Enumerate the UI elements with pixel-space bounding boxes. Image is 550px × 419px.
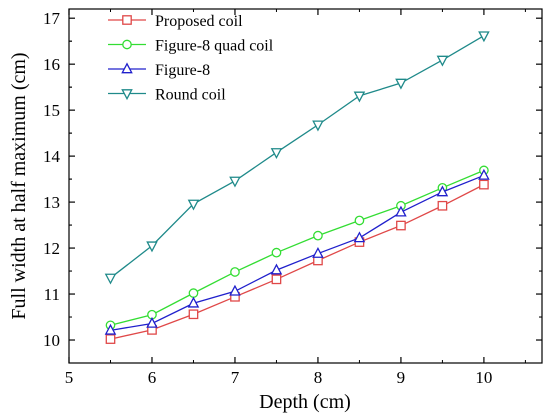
legend-label: Figure-8: [155, 62, 210, 79]
series-round-coil: [104, 31, 490, 285]
data-point: [229, 284, 241, 296]
data-point: [353, 91, 366, 103]
legend: Proposed coil Figure-8 quad coil Figure-8 R…: [108, 13, 274, 104]
data-point: [436, 55, 449, 67]
legend-item: Figure-8 quad coil: [108, 38, 274, 55]
y-axis-title: Full width at half maximum (cm): [8, 52, 30, 319]
data-point: [271, 274, 282, 285]
data-point: [188, 309, 199, 320]
data-point: [229, 176, 241, 188]
x-tick-label: 5: [65, 368, 74, 387]
data-point: [270, 263, 283, 275]
data-point: [437, 200, 448, 211]
x-tick-label: 10: [475, 368, 492, 387]
data-point: [478, 168, 490, 180]
series-line: [110, 169, 485, 326]
data-point: [230, 267, 240, 277]
series-layer: [104, 31, 490, 344]
data-point: [271, 247, 282, 258]
legend-item: Proposed coil: [108, 13, 243, 30]
data-point: [104, 273, 117, 285]
data-point: [187, 296, 200, 308]
data-point: [353, 231, 366, 243]
y-tick-label: 13: [43, 193, 60, 212]
series-line: [110, 184, 485, 340]
legend-label: Figure-8 quad coil: [155, 38, 274, 55]
series-figure-8: [104, 168, 490, 335]
axes: 5 6 7 8 9 10 10 11 12 13 14 15 16 17: [43, 9, 542, 387]
data-point: [187, 199, 200, 211]
y-tick-label: 15: [43, 101, 60, 120]
legend-item: Figure-8: [108, 62, 210, 79]
x-tick-label: 9: [397, 368, 406, 387]
legend-marker: [122, 15, 132, 25]
y-tick-label: 12: [43, 239, 60, 258]
x-axis-title: Depth (cm): [259, 391, 351, 413]
data-point: [270, 148, 283, 160]
data-point: [312, 246, 324, 258]
data-point: [104, 323, 117, 335]
legend-marker: [122, 39, 132, 50]
data-point: [146, 241, 158, 253]
y-tick-label: 11: [44, 285, 60, 304]
data-point: [436, 185, 449, 197]
y-tick-label: 10: [43, 331, 60, 350]
series-line: [110, 35, 485, 279]
y-tick-label: 16: [43, 55, 60, 74]
y-tick-label: 14: [43, 147, 61, 166]
data-point: [313, 230, 323, 241]
data-point: [312, 120, 324, 132]
y-tick-label: 17: [43, 9, 61, 28]
data-point: [188, 288, 199, 298]
data-point: [354, 215, 365, 226]
data-point: [395, 205, 407, 217]
series-figure-8-quad-coil: [105, 165, 489, 331]
plot-frame: [68, 8, 543, 364]
legend-label: Proposed coil: [155, 13, 243, 30]
legend-marker: [121, 89, 133, 101]
x-tick-label: 7: [231, 368, 240, 387]
data-point: [479, 179, 489, 190]
data-point: [146, 316, 158, 328]
data-point: [396, 220, 406, 231]
legend-marker: [121, 62, 133, 74]
x-tick-label: 8: [314, 368, 323, 387]
legend-item: Round coil: [108, 87, 226, 104]
data-point: [105, 334, 116, 344]
legend-label: Round coil: [155, 87, 226, 104]
data-point: [395, 78, 407, 90]
series-line: [110, 174, 485, 331]
data-point: [478, 31, 490, 43]
x-tick-label: 6: [148, 368, 157, 387]
